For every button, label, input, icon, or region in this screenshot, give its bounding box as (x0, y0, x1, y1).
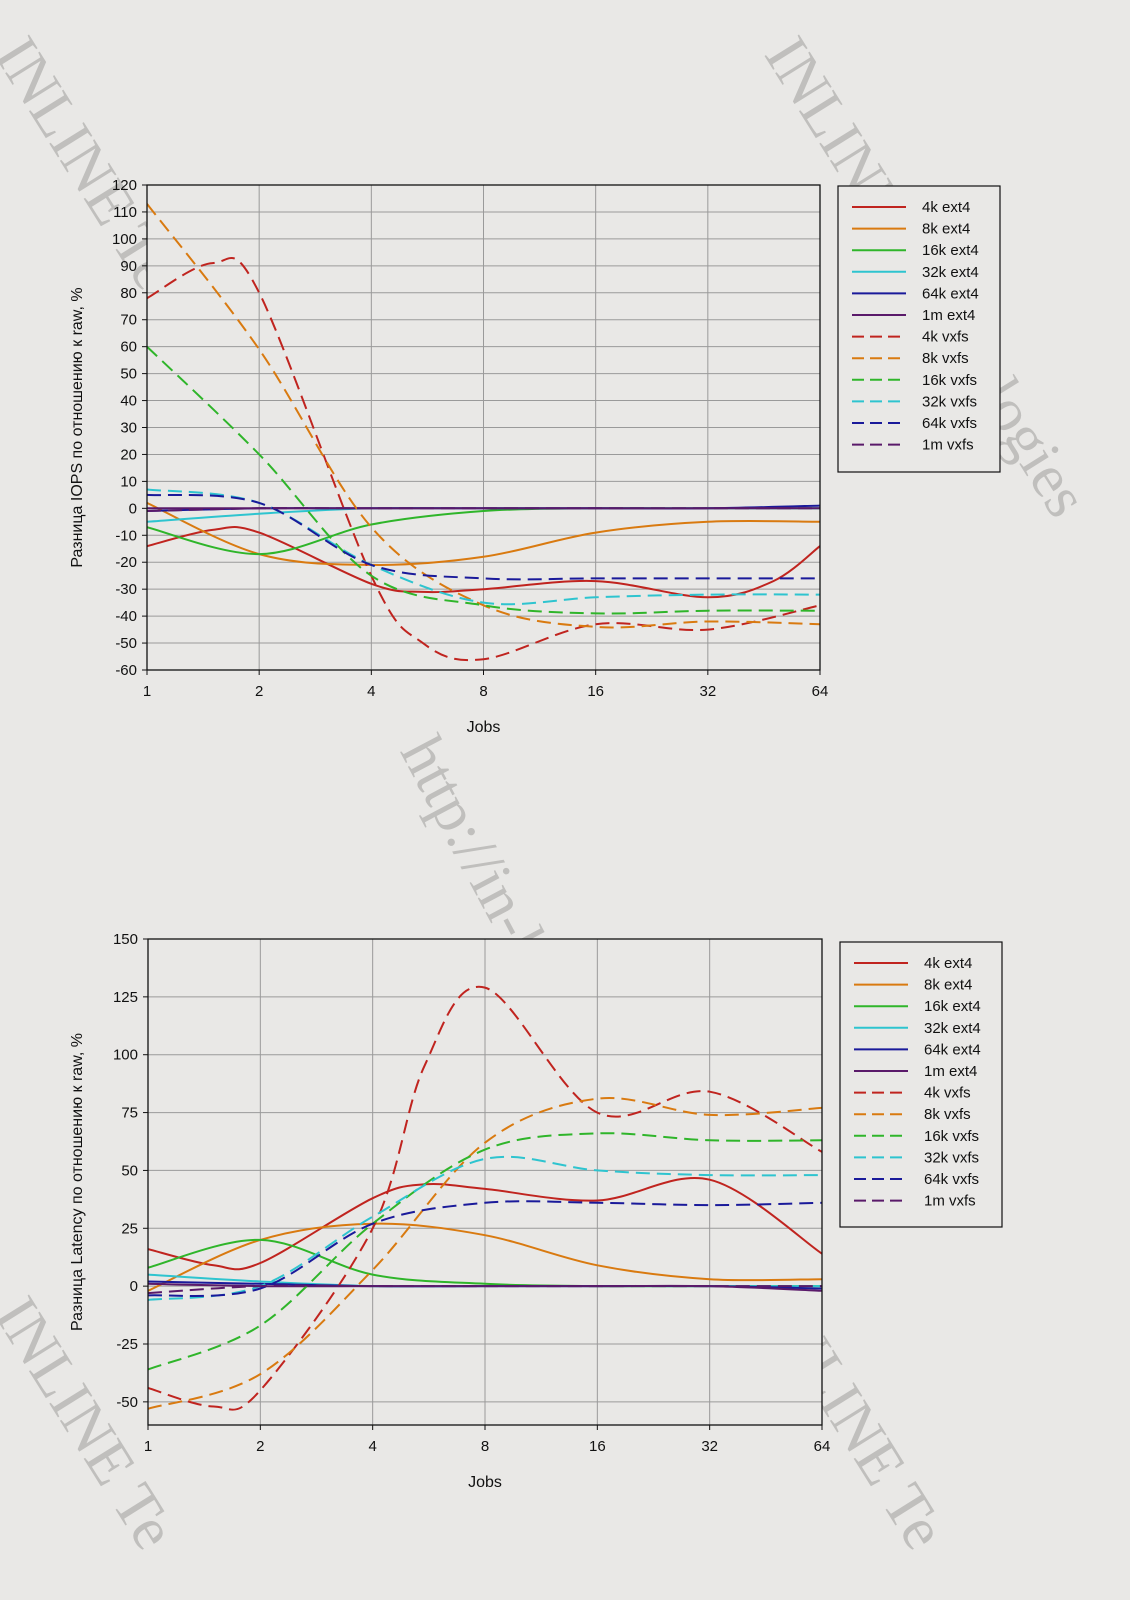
x-tick-label: 32 (699, 683, 716, 700)
y-tick-label: 125 (113, 989, 138, 1006)
x-tick-label: 8 (481, 1438, 489, 1455)
legend-label: 4k vxfs (922, 329, 969, 346)
y-axis-label: Разница IOPS по отношению к raw, % (69, 287, 86, 567)
y-axis-label: Разница Latency по отношению к raw, % (69, 1033, 86, 1331)
x-tick-label: 8 (479, 683, 487, 700)
legend-label: 64k ext4 (922, 285, 979, 302)
series-line-1m-vxfs (147, 507, 820, 512)
series-line-16k-vxfs (147, 345, 820, 615)
legend-box (839, 941, 1003, 1228)
legend-label: 8k vxfs (924, 1106, 971, 1123)
legend-label: 8k ext4 (924, 977, 972, 994)
y-tick-label: 50 (120, 366, 137, 383)
legend-label: 16k ext4 (924, 998, 981, 1015)
y-tick-label: 0 (130, 1278, 138, 1295)
legend-label: 8k ext4 (922, 221, 970, 238)
x-tick-label: 64 (814, 1438, 831, 1455)
y-tick-label: -30 (115, 581, 137, 598)
y-tick-label: 40 (120, 393, 137, 410)
x-tick-label: 1 (144, 1438, 152, 1455)
legend-box (837, 185, 1001, 473)
chart-2: -50 -25 0 25 50 75 100 125 150 1 2 4 8 16 32 64 Jobs Разн… (69, 931, 1003, 1491)
series-line-4k-vxfs (148, 985, 822, 1411)
series-line-4k-ext4 (148, 1177, 822, 1271)
legend-label: 64k ext4 (924, 1041, 981, 1058)
y-tick-label: -25 (116, 1336, 138, 1353)
y-tick-label: -50 (116, 1394, 138, 1411)
x-tick-label: 4 (367, 683, 375, 700)
y-tick-label: 80 (120, 285, 137, 302)
x-tick-label: 2 (256, 1438, 264, 1455)
y-tick-label: -10 (115, 527, 137, 544)
y-tick-label: 25 (121, 1220, 138, 1237)
legend-label: 32k vxfs (922, 393, 977, 410)
y-tick-label: 70 (120, 312, 137, 329)
legend-label: 1m ext4 (924, 1063, 977, 1080)
x-tick-label: 2 (255, 683, 263, 700)
y-tick-label: 100 (112, 231, 137, 248)
y-tick-label: -20 (115, 554, 137, 571)
series-line-8k-vxfs (148, 1097, 822, 1410)
y-tick-label: 50 (121, 1162, 138, 1179)
chart-1: -60 -50 -40 -30 -20 -10 0 10 20 30 40 50 60 70 80 90 100… (69, 177, 1001, 736)
series-line-1m-vxfs (148, 1284, 822, 1295)
series-group (148, 985, 822, 1411)
legend-label: 64k vxfs (924, 1171, 979, 1188)
x-tick-label: 32 (701, 1438, 718, 1455)
y-tick-label: 10 (120, 473, 137, 490)
series-line-64k-vxfs (147, 493, 820, 581)
legend: 4k ext4 8k ext4 16k ext4 32k ext4 64k ext4 1m… (837, 185, 1001, 473)
legend-label: 16k vxfs (922, 372, 977, 389)
y-tick-label: 100 (113, 1047, 138, 1064)
legend: 4k ext4 8k ext4 16k ext4 32k ext4 64k ext4 1m… (839, 941, 1003, 1228)
y-tick-label: 110 (113, 204, 137, 221)
series-line-4k-vxfs (147, 257, 820, 662)
y-tick-label: -50 (115, 635, 137, 652)
x-tick-label: 16 (587, 683, 604, 700)
y-tick-label: 0 (129, 500, 137, 517)
legend-label: 32k ext4 (924, 1020, 981, 1037)
legend-label: 4k vxfs (924, 1085, 971, 1102)
y-tick-label: -40 (115, 608, 137, 625)
x-tick-label: 1 (143, 683, 151, 700)
legend-label: 16k ext4 (922, 242, 979, 259)
y-tick-label: 75 (121, 1105, 138, 1122)
y-tick-label: 150 (113, 931, 138, 948)
plot-frame (146, 184, 821, 671)
y-tick-label: 90 (120, 258, 137, 275)
y-tick-label: 120 (112, 177, 137, 194)
y-tick-label: -60 (115, 662, 137, 679)
x-axis-label: Jobs (467, 719, 501, 736)
legend-label: 1m vxfs (922, 437, 974, 454)
x-axis-label: Jobs (468, 1474, 502, 1491)
series-line-8k-vxfs (147, 203, 820, 629)
legend-label: 16k vxfs (924, 1128, 979, 1145)
legend-label: 4k ext4 (924, 955, 972, 972)
plot-frame (147, 938, 823, 1426)
legend-label: 8k vxfs (922, 350, 969, 367)
x-tick-label: 16 (589, 1438, 606, 1455)
legend-label: 1m vxfs (924, 1193, 976, 1210)
y-tick-label: 60 (120, 339, 137, 356)
legend-label: 32k ext4 (922, 264, 979, 281)
series-line-16k-vxfs (148, 1132, 822, 1371)
legend-label: 4k ext4 (922, 199, 970, 216)
legend-label: 64k vxfs (922, 415, 977, 432)
legend-label: 32k vxfs (924, 1149, 979, 1166)
y-tick-label: 20 (120, 446, 137, 463)
series-group (147, 203, 820, 662)
x-tick-label: 4 (368, 1438, 376, 1455)
legend-label: 1m ext4 (922, 307, 975, 324)
series-line-64k-vxfs (148, 1200, 822, 1297)
y-tick-label: 30 (120, 420, 137, 437)
x-tick-label: 64 (812, 683, 829, 700)
